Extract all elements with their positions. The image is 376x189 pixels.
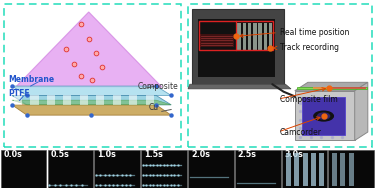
Bar [243,23,246,50]
Polygon shape [129,95,137,105]
Polygon shape [188,84,291,89]
Bar [319,153,324,186]
Polygon shape [30,95,38,105]
Bar [188,150,234,188]
Text: Track recording: Track recording [280,43,339,53]
Polygon shape [96,95,105,105]
Polygon shape [295,82,368,91]
Polygon shape [295,91,355,140]
Text: 0.5s: 0.5s [50,150,70,159]
Bar [258,23,262,50]
Polygon shape [63,95,71,105]
Bar [199,21,273,50]
Bar [311,153,316,186]
FancyBboxPatch shape [192,9,284,85]
Polygon shape [12,86,171,95]
Bar [332,153,337,186]
Bar [329,87,366,89]
Polygon shape [80,95,88,105]
Bar [253,23,256,50]
Text: 1.5s: 1.5s [144,150,163,159]
Text: 3.0s: 3.0s [285,150,303,159]
Text: Composite film: Composite film [280,95,338,104]
Bar [294,153,299,186]
Bar [269,23,272,50]
Bar [200,34,234,47]
Bar [340,153,345,186]
Text: Real time position: Real time position [280,28,349,37]
Bar [349,153,353,186]
Text: 1.0s: 1.0s [97,150,116,159]
Polygon shape [146,95,154,105]
Bar [329,150,374,188]
Bar [141,150,187,188]
Text: 2.5s: 2.5s [238,150,257,159]
Bar [248,23,251,50]
Text: Membrane: Membrane [8,75,54,84]
Bar [47,150,93,188]
Polygon shape [355,82,368,140]
Bar [264,23,267,50]
Bar [94,150,140,188]
Polygon shape [297,87,367,89]
Text: Composite: Composite [137,82,178,91]
Text: Camcorder: Camcorder [280,128,322,136]
Polygon shape [113,95,121,105]
Polygon shape [47,95,55,105]
Polygon shape [12,95,171,105]
Bar [235,150,280,188]
Bar [198,19,275,77]
Circle shape [314,111,334,121]
Circle shape [318,113,330,119]
Text: Cu: Cu [149,103,159,112]
Polygon shape [16,12,162,87]
FancyBboxPatch shape [5,5,180,147]
FancyBboxPatch shape [188,5,371,147]
Text: PTFE: PTFE [8,89,30,98]
Bar [314,87,329,89]
Text: 2.0s: 2.0s [191,150,210,159]
Text: 0.0s: 0.0s [4,150,23,159]
Bar [302,97,345,135]
Polygon shape [12,100,171,105]
Bar [238,23,241,50]
Bar [286,153,291,186]
Polygon shape [12,105,171,115]
Bar [1,150,46,188]
Bar [282,150,327,188]
Polygon shape [14,95,22,105]
Bar [303,153,308,186]
